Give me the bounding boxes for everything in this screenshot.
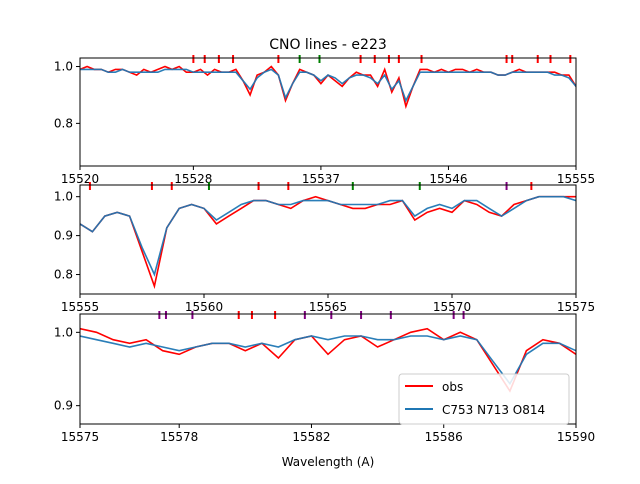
legend-obs-label: obs xyxy=(442,380,463,394)
x-axis-label: Wavelength (A) xyxy=(282,455,375,469)
panel-1: 15520 15528 15537 15546 15555 0.8 1.0 xyxy=(54,55,595,186)
y-tick-label: 0.9 xyxy=(54,399,73,413)
x-tick-label: 15555 xyxy=(61,300,99,314)
x-tick-label: 15560 xyxy=(185,300,223,314)
y-tick-label: 0.8 xyxy=(54,116,73,130)
y-tick-label: 0.9 xyxy=(54,229,73,243)
y-tick-label: 1.0 xyxy=(54,190,73,204)
model-series-line xyxy=(80,195,576,277)
panel-2: 15555 15560 15565 15570 15575 0.8 0.9 1.0 xyxy=(54,182,595,314)
x-tick-label: 15520 xyxy=(61,172,99,186)
y-tick-label: 1.0 xyxy=(54,60,73,74)
panel-3: 15575 15578 15582 15586 15590 0.9 1.0 xyxy=(54,311,595,444)
x-tick-label: 15582 xyxy=(292,430,330,444)
x-tick-label: 15570 xyxy=(433,300,471,314)
x-tick-label: 15537 xyxy=(302,172,340,186)
x-tick-label: 15590 xyxy=(557,430,595,444)
plot-area xyxy=(80,65,576,110)
axes-frame xyxy=(79,57,577,167)
legend-frame xyxy=(398,373,570,425)
x-tick-label: 15575 xyxy=(557,300,595,314)
legend: obs C753 N713 O814 xyxy=(398,373,570,425)
y-tick-label: 1.0 xyxy=(54,325,73,339)
x-tick-label: 15528 xyxy=(174,172,212,186)
plot-area xyxy=(80,195,576,290)
axes-frame xyxy=(79,313,577,425)
legend-model-label: C753 N713 O814 xyxy=(442,403,545,417)
model-series-line xyxy=(80,335,576,386)
x-tick-label: 15546 xyxy=(429,172,467,186)
x-tick-label: 15575 xyxy=(61,430,99,444)
chart-title: CNO lines - e223 xyxy=(269,37,387,53)
model-series-line xyxy=(80,68,576,103)
plot-area xyxy=(80,327,576,393)
x-tick-label: 15565 xyxy=(309,300,347,314)
obs-series-line xyxy=(80,327,576,393)
x-tick-label: 15578 xyxy=(160,430,198,444)
x-tick-label: 15555 xyxy=(557,172,595,186)
y-tick-label: 0.8 xyxy=(54,268,73,282)
x-tick-label: 15586 xyxy=(425,430,463,444)
panels: 15520 15528 15537 15546 15555 0.8 1.0 15555 1556… xyxy=(54,55,595,444)
